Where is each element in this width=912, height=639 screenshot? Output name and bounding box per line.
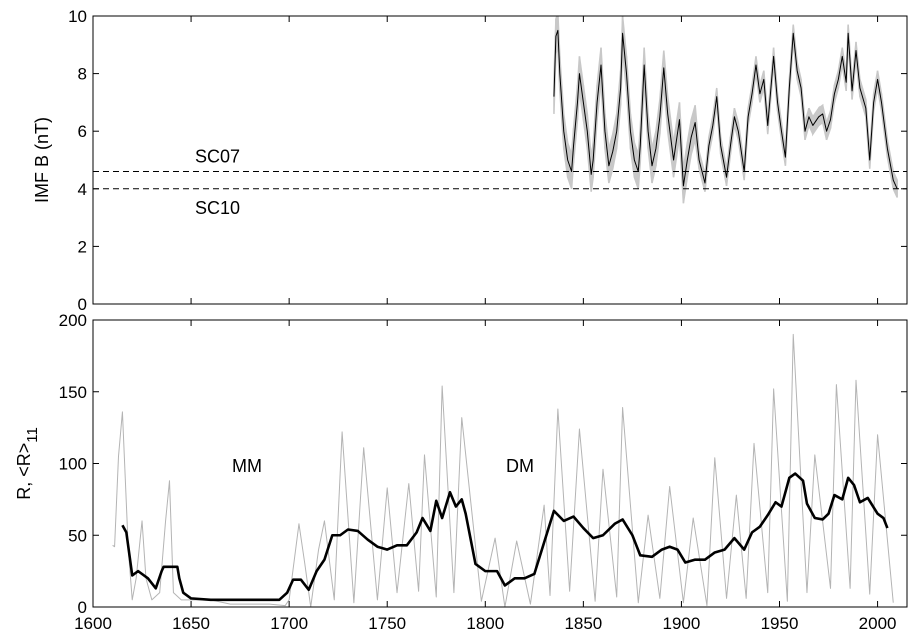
y-axis-label-text: IMF B (nT) [32, 117, 52, 203]
x-tick-label: 1700 [270, 614, 308, 633]
x-tick-label: 1900 [663, 614, 701, 633]
reference-label: SC10 [195, 198, 240, 218]
x-tick-label: 1800 [466, 614, 504, 633]
x-tick-label: 1650 [172, 614, 210, 633]
y-tick-label: 150 [59, 383, 87, 402]
data-line [112, 333, 894, 607]
data-line [553, 29, 898, 190]
plot-frame [92, 15, 908, 305]
data-line [121, 472, 889, 602]
y-tick-label: 8 [78, 65, 87, 84]
y-tick-label: 4 [78, 180, 87, 199]
x-tick-label: 1600 [74, 614, 112, 633]
x-tick-label: 2000 [859, 614, 897, 633]
y-tick-label: 2 [78, 237, 87, 256]
y-tick-label: 100 [59, 455, 87, 474]
y-tick-label: 0 [78, 598, 87, 617]
x-tick-label: 1750 [368, 614, 406, 633]
annotation: DM [506, 456, 534, 476]
y-axis-label-subscript: 11 [24, 427, 41, 443]
y-tick-label: 0 [78, 295, 87, 314]
annotation: MM [232, 456, 262, 476]
plot-area [112, 333, 894, 607]
y-tick-label: 10 [68, 7, 87, 26]
y-tick-label: 50 [68, 526, 87, 545]
y-axis-label: IMF B (nT) [32, 117, 52, 203]
y-tick-label: 6 [78, 122, 87, 141]
x-tick-label: 1850 [564, 614, 602, 633]
y-tick-label: 200 [59, 311, 87, 330]
reference-label: SC07 [195, 147, 240, 167]
y-axis-label-text: R, <R> [14, 443, 34, 500]
plot-area [553, 16, 898, 204]
y-axis-label: R, <R>11 [14, 427, 41, 500]
x-tick-label: 1950 [761, 614, 799, 633]
